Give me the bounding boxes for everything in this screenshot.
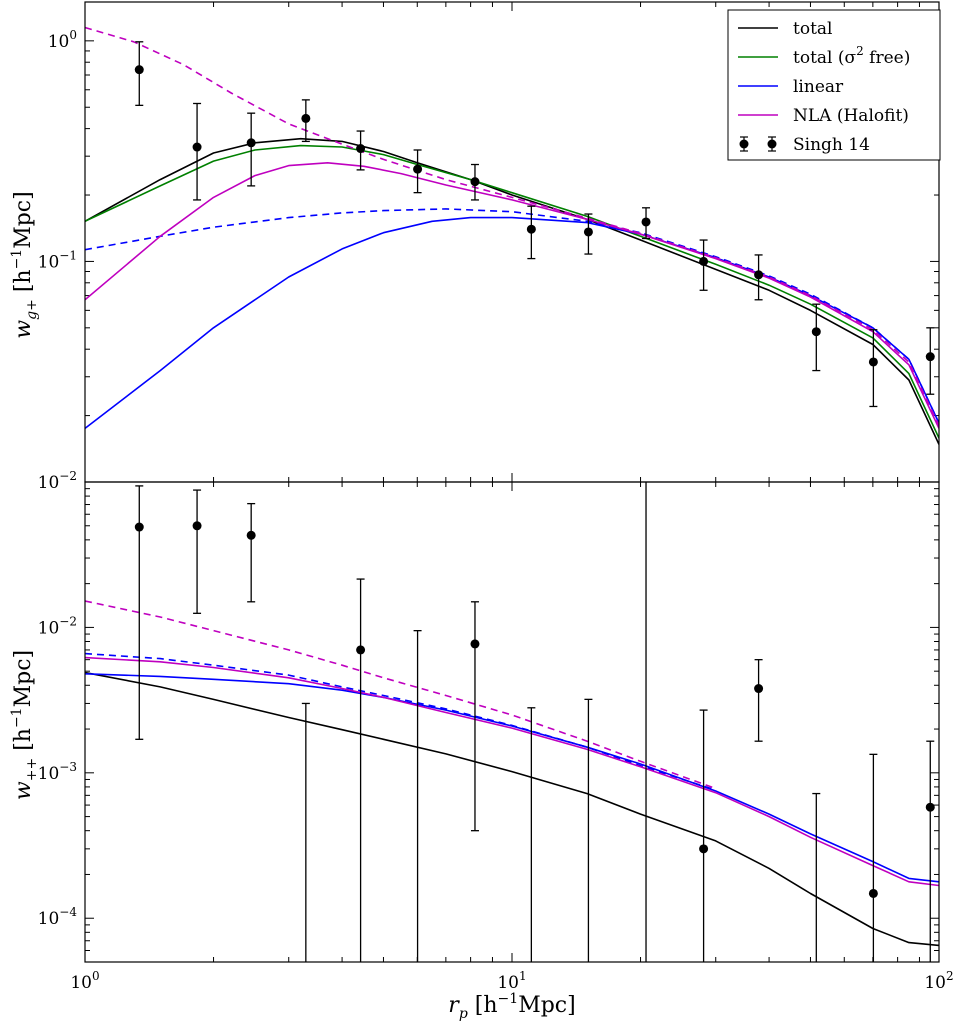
legend-box (727, 9, 941, 161)
top-data-point (699, 256, 709, 266)
top-data-point (868, 357, 878, 367)
bottom-series-nla-halofit (85, 656, 939, 887)
top-data-point (754, 270, 764, 280)
xtick-label: 102 (924, 969, 953, 993)
top-ylabel: wg+ [h−1Mpc] (9, 191, 40, 338)
top-ytick-label: 10−1 (38, 248, 77, 272)
bottom-data-point (699, 844, 709, 854)
top-data-point (526, 224, 536, 234)
bottom-data-point (192, 521, 202, 531)
top-data-point (246, 138, 256, 148)
legend-label-total: total (793, 19, 832, 39)
top-data-point (470, 177, 480, 187)
bottom-data-point (925, 802, 935, 812)
bottom-data-point (246, 530, 256, 540)
bottom-series-linear-dashed (85, 652, 716, 791)
bottom-data-point (754, 684, 764, 694)
top-data-point (301, 113, 311, 123)
top-series-total-free (85, 144, 939, 439)
legend-label-total-sigma-free: total (σ2 free) (793, 44, 910, 68)
legend-label-singh14: Singh 14 (793, 135, 870, 155)
bottom-data-point (134, 522, 144, 532)
top-data-point (925, 352, 935, 362)
bottom-series-nla-halofit-dashed (85, 600, 716, 790)
top-data-point (134, 65, 144, 75)
xtick-label: 101 (497, 969, 526, 993)
bottom-frame (84, 481, 940, 963)
legend-label-nla-halofit: NLA (Halofit) (793, 106, 909, 126)
top-ytick-label: 100 (48, 28, 77, 52)
legend-label-linear: linear (793, 77, 844, 97)
top-series-nla-halofit (85, 162, 939, 429)
bottom-data-point (868, 888, 878, 898)
xtick-label: 100 (70, 969, 99, 993)
legend: total total (σ2 free) linear NLA (Halofi… (727, 9, 941, 161)
top-series-linear (85, 216, 939, 430)
top-data-point (641, 217, 651, 227)
bottom-plot-area (85, 482, 939, 962)
legend-swatch-singh14 (739, 136, 777, 152)
top-data-point (811, 327, 821, 337)
bottom-data-point (356, 645, 366, 655)
bottom-ytick-label: 10−3 (38, 760, 77, 784)
top-data-point (583, 227, 593, 237)
bottom-ylabel: w++ [h−1Mpc] (9, 650, 40, 800)
bottom-data-point (470, 639, 480, 649)
top-data-point (413, 164, 423, 174)
bottom-panel: 10−2 10−3 10−4 100 101 102 (38, 481, 953, 993)
top-data-point (356, 144, 366, 154)
top-plot-area (85, 26, 939, 445)
xlabel: rp [h−1Mpc] (448, 991, 575, 1022)
top-series-linear-dashed (85, 208, 939, 424)
bottom-ytick-label: 10−4 (38, 905, 78, 929)
bottom-ytick-label: 10−2 (38, 614, 77, 638)
top-series-nla-halofit-dashed (85, 26, 939, 427)
top-ytick-label: 10−2 (38, 469, 77, 493)
bottom-series-total (85, 671, 939, 947)
top-data-point (192, 142, 202, 152)
